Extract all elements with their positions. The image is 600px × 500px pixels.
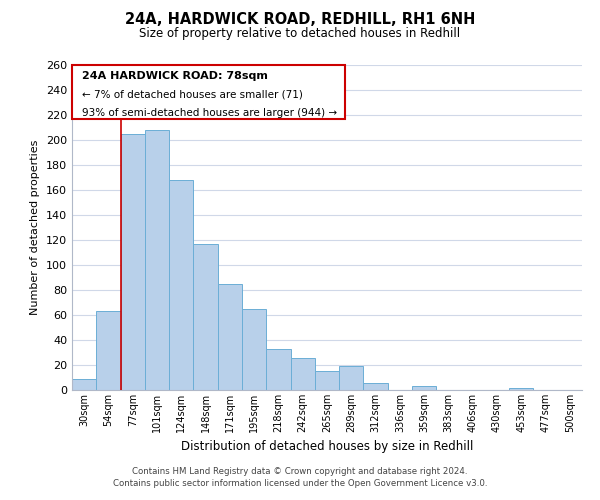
- Bar: [315, 371, 339, 390]
- X-axis label: Distribution of detached houses by size in Redhill: Distribution of detached houses by size …: [181, 440, 473, 454]
- Bar: [339, 366, 364, 390]
- Text: 93% of semi-detached houses are larger (944) →: 93% of semi-detached houses are larger (…: [82, 108, 337, 118]
- Bar: [193, 244, 218, 390]
- Bar: [266, 349, 290, 390]
- Bar: [169, 180, 193, 390]
- Bar: [412, 386, 436, 390]
- Bar: [121, 134, 145, 390]
- Bar: [242, 308, 266, 390]
- Bar: [364, 382, 388, 390]
- Bar: [509, 388, 533, 390]
- Bar: [290, 358, 315, 390]
- Text: Size of property relative to detached houses in Redhill: Size of property relative to detached ho…: [139, 28, 461, 40]
- Text: ← 7% of detached houses are smaller (71): ← 7% of detached houses are smaller (71): [82, 90, 303, 100]
- Text: Contains public sector information licensed under the Open Government Licence v3: Contains public sector information licen…: [113, 478, 487, 488]
- Text: Contains HM Land Registry data © Crown copyright and database right 2024.: Contains HM Land Registry data © Crown c…: [132, 467, 468, 476]
- Text: 24A HARDWICK ROAD: 78sqm: 24A HARDWICK ROAD: 78sqm: [82, 71, 268, 81]
- Bar: [72, 379, 96, 390]
- Y-axis label: Number of detached properties: Number of detached properties: [31, 140, 40, 315]
- Text: 24A, HARDWICK ROAD, REDHILL, RH1 6NH: 24A, HARDWICK ROAD, REDHILL, RH1 6NH: [125, 12, 475, 28]
- FancyBboxPatch shape: [72, 65, 345, 118]
- Bar: [218, 284, 242, 390]
- Bar: [145, 130, 169, 390]
- Bar: [96, 311, 121, 390]
